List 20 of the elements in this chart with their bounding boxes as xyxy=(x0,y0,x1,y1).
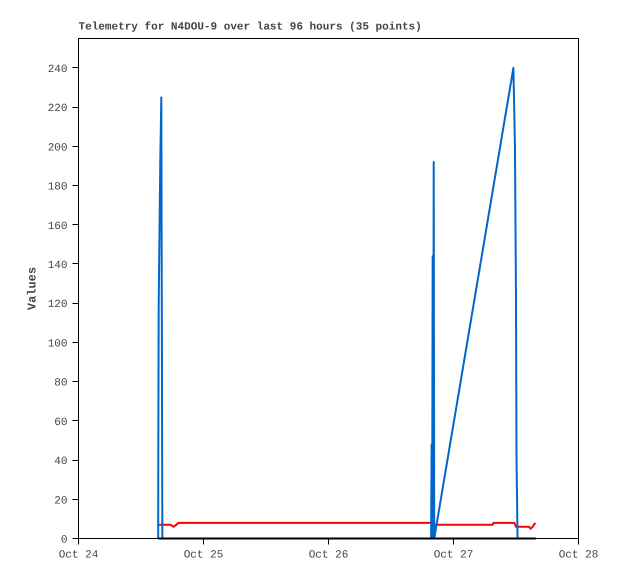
x-tick-label: Oct 28 xyxy=(558,550,598,562)
y-tick-label: 100 xyxy=(48,338,68,350)
chart-title: Telemetry for N4DOU-9 over last 96 hours (35 points) xyxy=(78,20,422,34)
x-tick-label: Oct 27 xyxy=(434,550,474,562)
y-tick-label: 60 xyxy=(54,416,68,429)
y-tick-label: 180 xyxy=(48,182,68,194)
y-tick-label: 20 xyxy=(54,495,68,508)
y-tick-label: 80 xyxy=(54,378,68,390)
x-tick-label: Oct 24 xyxy=(58,550,99,562)
y-tick-label: 120 xyxy=(48,299,68,312)
y-axis-title: Values xyxy=(26,266,40,310)
x-tick-label: Oct 25 xyxy=(184,550,224,562)
y-tick-label: 40 xyxy=(54,456,68,468)
y-tick-label: 140 xyxy=(48,260,68,272)
x-tick-label: Oct 26 xyxy=(308,550,348,562)
y-tick-label: 160 xyxy=(48,220,68,233)
y-tick-label: 240 xyxy=(48,64,68,76)
y-tick-label: 200 xyxy=(48,142,68,154)
y-tick-label: 0 xyxy=(60,534,68,546)
y-tick-label: 220 xyxy=(48,103,68,116)
